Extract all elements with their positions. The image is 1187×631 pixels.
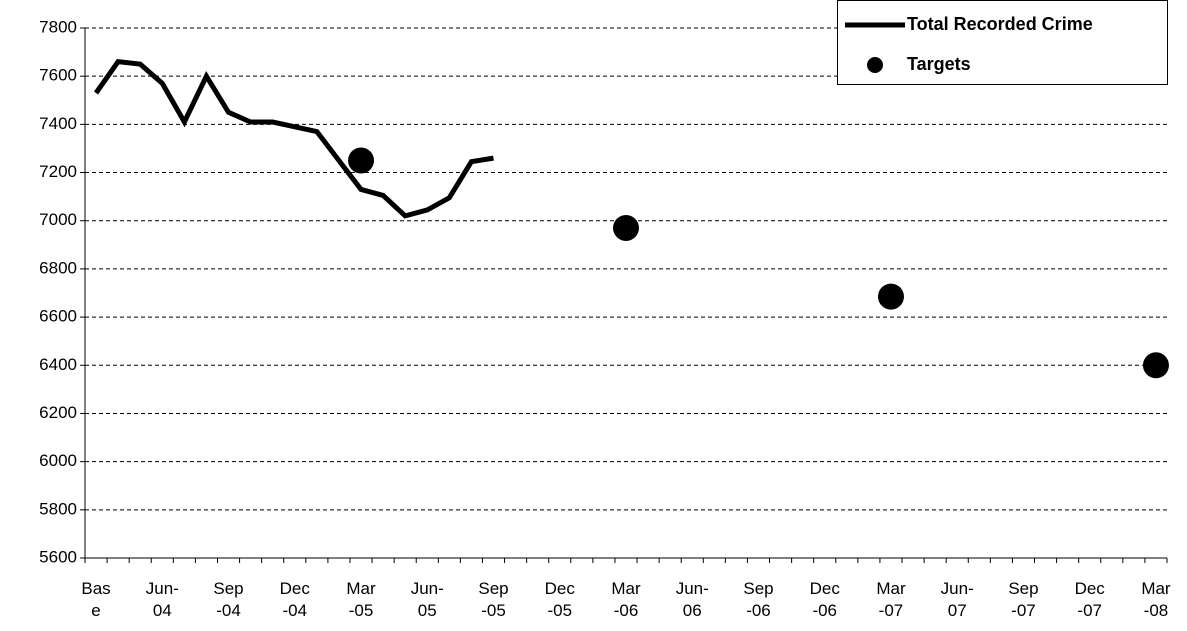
- x-tick-label: Mar-06: [611, 579, 641, 620]
- x-tick-label: Dec-05: [544, 579, 575, 620]
- legend-box: [837, 0, 1168, 85]
- x-tick-label: Mar-05: [346, 579, 376, 620]
- x-tick-label: Dec-04: [279, 579, 310, 620]
- y-tick-label: 6200: [39, 403, 77, 422]
- x-tick-label: Jun-06: [675, 579, 709, 620]
- y-tick-label: 6800: [39, 258, 77, 277]
- x-tick-label: Sep-04: [213, 579, 244, 620]
- target-marker: [877, 283, 904, 310]
- y-tick-label: 6600: [39, 307, 77, 326]
- x-tick-label: Jun-04: [145, 579, 179, 620]
- y-tick-label: 7200: [39, 162, 77, 181]
- x-tick-label: Jun-07: [940, 579, 974, 620]
- y-tick-label: 6400: [39, 355, 77, 374]
- target-marker: [1142, 352, 1169, 379]
- legend-swatch: [867, 57, 883, 73]
- y-tick-label: 7400: [39, 114, 77, 133]
- y-tick-label: 7800: [39, 17, 77, 36]
- x-tick-label: Mar-07: [876, 579, 906, 620]
- target-marker: [613, 214, 639, 241]
- y-tick-label: 7000: [39, 210, 77, 229]
- legend-label: Targets: [907, 54, 971, 74]
- x-tick-label: Dec-07: [1074, 579, 1105, 620]
- legend-label: Total Recorded Crime: [907, 14, 1093, 34]
- x-tick-label: Base: [81, 579, 111, 620]
- x-tick-label: Dec-06: [809, 579, 840, 620]
- x-tick-label: Jun-05: [410, 579, 444, 620]
- x-tick-label: Sep-06: [743, 579, 774, 620]
- x-tick-label: Sep-05: [478, 579, 509, 620]
- target-marker: [348, 147, 375, 174]
- y-tick-label: 5800: [39, 499, 77, 518]
- data-line: [93, 59, 494, 219]
- y-tick-label: 7600: [39, 66, 77, 85]
- y-tick-label: 5600: [39, 547, 77, 566]
- y-tick-label: 6000: [39, 451, 77, 470]
- x-tick-label: Mar-08: [1141, 579, 1171, 620]
- x-tick-label: Sep-07: [1008, 579, 1039, 620]
